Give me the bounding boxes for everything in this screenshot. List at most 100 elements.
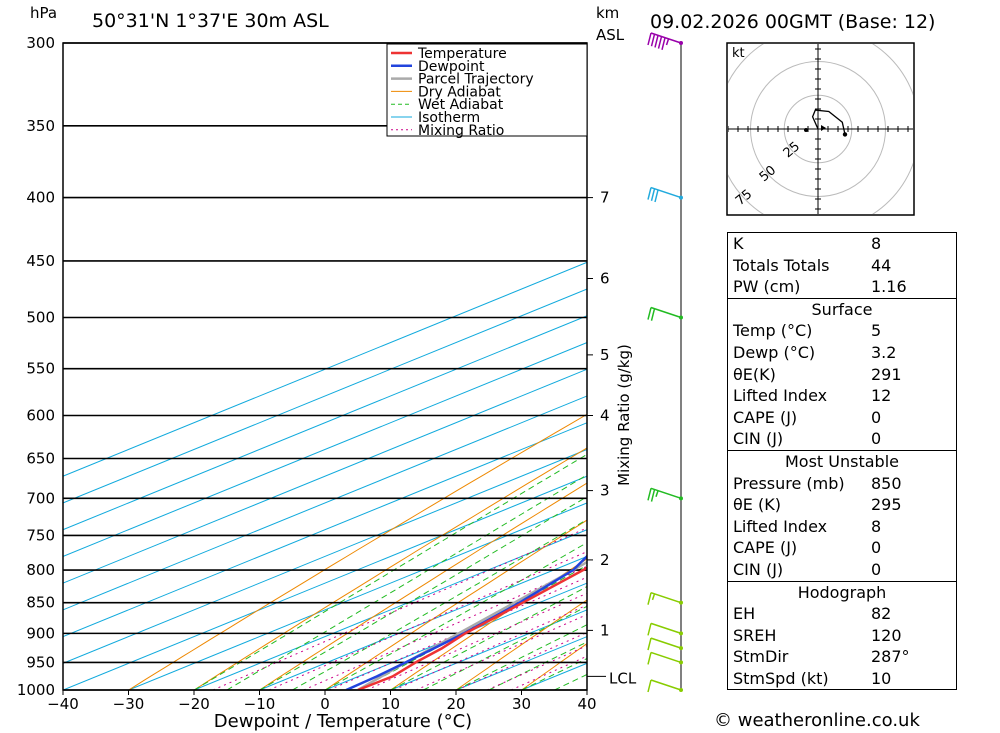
- pressure-unit: hPa: [30, 4, 57, 22]
- surface-row: CIN (J) 0: [728, 428, 956, 450]
- most-unstable-row: θE (K) 295: [728, 494, 956, 516]
- hodograph-section-title: Hodograph: [728, 580, 956, 604]
- plot-frame: [62, 42, 588, 691]
- wind-barb-feather: [654, 189, 659, 203]
- wind-barb: [647, 651, 682, 665]
- km-tick-label: 1: [600, 621, 610, 639]
- wet-adiabat-line: [259, 496, 587, 690]
- surface-label: Dewp (°C): [733, 342, 816, 362]
- isotherm-line: [63, 288, 587, 504]
- mixing-ratio-line: [329, 576, 587, 690]
- surface-label: CIN (J): [733, 429, 784, 449]
- surface-value: 0: [871, 429, 882, 449]
- surface-row: CAPE (J) 0: [728, 407, 956, 429]
- wind-barb-half: [665, 38, 670, 46]
- height-unit-sub: ASL: [596, 26, 625, 44]
- copyright: © weatheronline.co.uk: [714, 710, 920, 731]
- most-unstable-row: Lifted Index 8: [728, 516, 956, 538]
- wind-barb: [647, 306, 682, 321]
- most-unstable-row: CAPE (J) 0: [728, 537, 956, 559]
- index-value: 1.16: [871, 277, 907, 297]
- location-title: 50°31'N 1°37'E 30m ASL: [92, 10, 329, 32]
- isotherm-line: [63, 315, 587, 531]
- wind-barb-feather: [650, 34, 656, 47]
- pressure-label: 750: [26, 526, 55, 544]
- pressure-label: 500: [26, 309, 55, 327]
- isotherm-line: [63, 261, 587, 477]
- most-unstable-value: 850: [871, 473, 902, 493]
- pressure-label: 350: [26, 117, 55, 135]
- hodograph-index-label: StmSpd (kt): [733, 668, 829, 688]
- surface-label: CAPE (J): [733, 407, 798, 427]
- pressure-label: 600: [26, 406, 55, 424]
- storm-motion-marker: [821, 125, 826, 131]
- km-tick-label: 7: [600, 189, 610, 207]
- wind-barb-feather: [647, 187, 652, 200]
- km-tick-label: 3: [600, 482, 610, 500]
- isotherm-line: [259, 555, 587, 690]
- index-value: 8: [871, 234, 882, 253]
- wind-barb-feather: [647, 592, 652, 605]
- hodograph-unit: kt: [732, 46, 745, 61]
- pressure-label: 300: [26, 34, 55, 52]
- indices-table: K 8 Totals Totals 44 PW (cm) 1.16 Surface Tem…: [727, 232, 957, 691]
- pressure-label: 1000: [17, 681, 55, 699]
- index-row: PW (cm) 1.16: [728, 276, 956, 298]
- wind-barb: [647, 186, 682, 203]
- temperature-line: [357, 566, 587, 690]
- most-unstable-row: CIN (J) 0: [728, 559, 956, 581]
- most-unstable-value: 0: [871, 559, 882, 579]
- wind-barb: [647, 32, 682, 50]
- wind-barb-feather: [654, 35, 659, 48]
- legend-label: Temperature: [417, 46, 507, 62]
- most-unstable-value: 8: [871, 516, 882, 536]
- hodograph-index-row: StmDir 287°: [728, 646, 956, 668]
- km-tick-label: 2: [600, 551, 610, 569]
- mixing-ratio-line: [303, 565, 587, 690]
- hodograph-index-value: 287°: [871, 647, 910, 667]
- x-tick-label: −40: [47, 695, 79, 713]
- wind-barb: [647, 487, 682, 502]
- profiles: [345, 554, 587, 690]
- legend-label: Dewpoint: [418, 59, 485, 75]
- wind-barb: [647, 591, 682, 605]
- index-row: Totals Totals 44: [728, 255, 956, 277]
- dry-adiabat-line: [980, 43, 1000, 690]
- hodograph-index-row: StmSpd (kt) 10: [728, 668, 956, 690]
- hodograph-end-point: [842, 132, 848, 137]
- wind-barb-feather: [647, 488, 652, 501]
- wind-barb-feather: [647, 32, 652, 46]
- isotherm-line: [63, 448, 587, 664]
- dewpoint-line: [345, 554, 587, 690]
- legend-label: Parcel Trajectory: [418, 72, 534, 88]
- isotherm-line: [63, 341, 587, 557]
- most-unstable-label: Pressure (mb): [733, 473, 845, 493]
- surface-label: Lifted Index: [733, 386, 828, 406]
- mixing-ratio-axis-label: Mixing Ratio (g/kg): [615, 344, 633, 486]
- surface-value: 5: [871, 321, 882, 341]
- most-unstable-label: CIN (J): [733, 559, 784, 579]
- legend-label: Mixing Ratio: [418, 123, 504, 139]
- hodograph-index-value: 82: [871, 604, 892, 624]
- hodograph-index-row: SREH 120: [728, 625, 956, 647]
- wind-barb-feather: [647, 637, 652, 651]
- wind-barb-feather: [661, 37, 666, 50]
- legend-label: Dry Adiabat: [418, 84, 501, 100]
- index-label: Totals Totals: [733, 255, 830, 275]
- legend-label: Isotherm: [418, 110, 480, 126]
- surface-section-title: Surface: [728, 297, 956, 321]
- wet-adiabat-line: [292, 518, 587, 690]
- wind-barb-feather: [657, 36, 663, 49]
- mixing-ratio-label: 6: [990, 402, 997, 415]
- isotherm-line: [63, 368, 587, 584]
- surface-row: Temp (°C) 5: [728, 320, 956, 342]
- isotherm-line: [63, 395, 587, 611]
- hodograph-start-point: [804, 128, 808, 132]
- height-unit: km: [596, 4, 619, 22]
- mixing-ratio-line: [268, 551, 587, 690]
- wind-barb-feather: [647, 623, 652, 636]
